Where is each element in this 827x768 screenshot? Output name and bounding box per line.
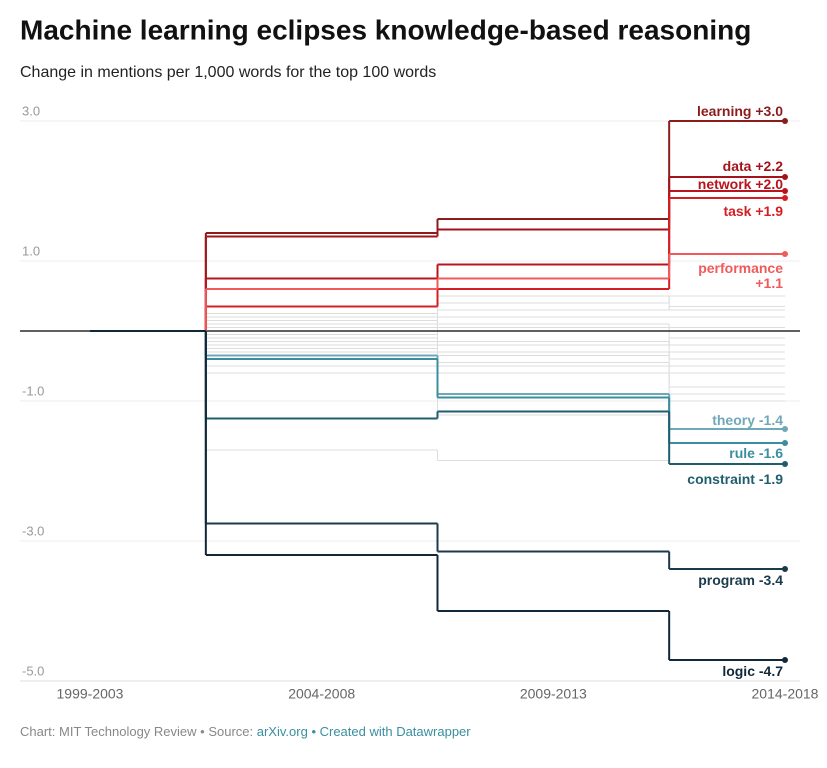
value-label: -4.7 (759, 663, 783, 679)
footer: Chart: MIT Technology Review • Source: a… (20, 724, 471, 739)
series-label: rule -1.6 (729, 445, 783, 461)
end-dot (782, 118, 788, 124)
x-tick-label: 2004-2008 (288, 686, 355, 702)
end-dot (782, 174, 788, 180)
end-dot (782, 440, 788, 446)
series-name: rule (729, 445, 755, 461)
y-tick-label: 1.0 (22, 243, 40, 258)
source-link[interactable]: arXiv.org (256, 724, 308, 739)
series-label: logic -4.7 (722, 663, 783, 679)
series-label: task +1.9 (723, 203, 783, 219)
series-name: performance (698, 260, 783, 276)
value-label: -1.9 (759, 471, 783, 487)
end-dot (782, 566, 788, 572)
x-tick-label: 2014-2018 (752, 686, 819, 702)
series-name: constraint (687, 471, 755, 487)
x-tick-label: 1999-2003 (57, 686, 124, 702)
end-dot (782, 251, 788, 257)
series-label: program -3.4 (698, 572, 783, 588)
series-label: performance +1.1 (698, 260, 783, 291)
value-label: +1.1 (755, 275, 783, 291)
y-tick-label: 3.0 (22, 103, 40, 118)
chart-subtitle: Change in mentions per 1,000 words for t… (20, 64, 436, 81)
value-label: -1.4 (759, 412, 783, 428)
value-label: +2.2 (755, 158, 783, 174)
series-label: learning +3.0 (697, 103, 783, 119)
end-dot (782, 188, 788, 194)
value-label: +2.0 (755, 176, 783, 192)
end-dot (782, 461, 788, 467)
chart-title: Machine learning eclipses knowledge-base… (20, 14, 751, 45)
series-name: data (723, 158, 752, 174)
value-label: +3.0 (755, 103, 783, 119)
series-label: data +2.2 (723, 158, 784, 174)
series-label: constraint -1.9 (687, 471, 783, 487)
y-tick-label: -3.0 (22, 523, 44, 538)
y-tick-label: -1.0 (22, 383, 44, 398)
value-label: +1.9 (755, 203, 783, 219)
x-tick-label: 2009-2013 (520, 686, 587, 702)
series-label: theory -1.4 (712, 412, 783, 428)
series-name: logic (722, 663, 755, 679)
value-label: -1.6 (759, 445, 783, 461)
series-name: theory (712, 412, 755, 428)
footer-tool[interactable]: • Created with Datawrapper (311, 724, 471, 739)
series-name: task (723, 203, 751, 219)
end-dot (782, 657, 788, 663)
end-dot (782, 195, 788, 201)
series-name: program (698, 572, 755, 588)
series-label: network +2.0 (698, 176, 783, 192)
y-tick-label: -5.0 (22, 663, 44, 678)
series-name: network (698, 176, 752, 192)
series-name: learning (697, 103, 751, 119)
footer-credit: Chart: MIT Technology Review • Source: (20, 724, 254, 739)
end-dot (782, 426, 788, 432)
value-label: -3.4 (759, 572, 783, 588)
